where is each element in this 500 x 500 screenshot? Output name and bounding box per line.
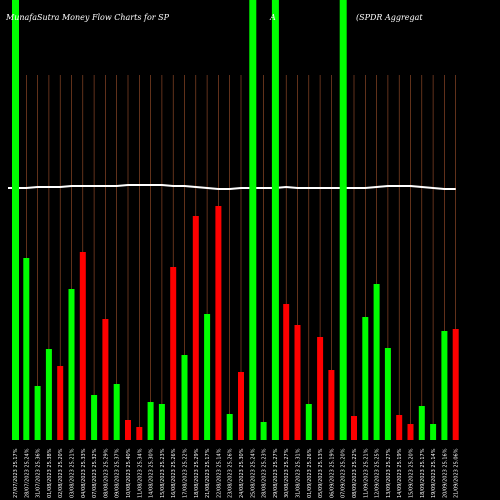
x-tick-label: 15/09/2023 25.20% (409, 448, 415, 498)
x-tick-label: 18/08/2023 25.29% (194, 448, 200, 498)
x-tick-label: 01/09/2023 25.26% (307, 448, 313, 498)
x-tick-label: 08/09/2023 25.22% (352, 448, 358, 498)
bar (91, 395, 98, 440)
x-tick-label: 12/09/2023 25.25% (375, 448, 381, 498)
bar (441, 331, 448, 440)
x-tick-label: 02/08/2023 25.20% (58, 448, 64, 498)
bar (430, 424, 437, 440)
x-tick-label: 05/09/2023 25.13% (318, 448, 324, 498)
bar (294, 325, 301, 440)
bar (170, 267, 177, 440)
x-tick-label: 23/08/2023 25.26% (228, 448, 234, 498)
x-tick-label: 28/07/2023 25.24% (24, 448, 30, 498)
x-tick-label: 15/08/2023 25.23% (160, 448, 166, 498)
x-tick-label: 27/07/2023 25.17% (13, 448, 19, 498)
bar (136, 427, 143, 440)
bar (418, 406, 425, 440)
bar (79, 252, 86, 440)
bar (147, 402, 154, 440)
x-tick-label: 22/08/2023 25.14% (216, 448, 222, 498)
bar (226, 414, 233, 440)
bar (339, 0, 347, 440)
bar (57, 366, 64, 440)
bar (373, 284, 380, 440)
bars (23, 206, 459, 440)
chart-title: MunafaSutra Money Flow Charts for SP (6, 13, 169, 22)
bar (68, 289, 75, 440)
x-tick-label: 11/09/2023 25.21% (363, 448, 369, 498)
bar (249, 0, 257, 440)
x-tick-label: 21/08/2023 25.17% (205, 448, 211, 498)
x-tick-label: 07/09/2023 25.20% (341, 448, 347, 498)
x-tick-label: 18/09/2023 25.17% (420, 448, 426, 498)
x-tick-label: 14/09/2023 25.19% (397, 448, 403, 498)
x-tick-label: 13/09/2023 25.27% (386, 448, 392, 498)
x-tick-label: 04/08/2023 25.33% (81, 448, 87, 498)
bar (305, 404, 312, 440)
x-tick-label: 03/08/2023 25.21% (70, 448, 76, 498)
bar (328, 370, 335, 440)
x-tick-label: 19/09/2023 25.14% (431, 448, 437, 498)
x-tick-label: 10/08/2023 25.40% (126, 448, 132, 498)
bar (181, 355, 188, 440)
bar (125, 420, 131, 440)
bar (23, 258, 30, 440)
chart-title-right: (SPDR Aggregat (356, 13, 423, 22)
bar (396, 415, 403, 440)
x-tick-label: 21/09/2023 25.06% (454, 448, 460, 498)
x-tick-label: 29/08/2023 25.27% (273, 448, 279, 498)
bar (238, 372, 244, 440)
bar (45, 349, 52, 440)
price-line (8, 184, 456, 190)
bar (351, 416, 357, 440)
x-tick-label: 31/07/2023 25.36% (36, 448, 42, 498)
tall-bars (12, 0, 347, 440)
bar (260, 422, 267, 440)
x-tick-label: 25/08/2023 25.24% (250, 448, 256, 498)
bar (113, 384, 120, 440)
x-tick-label: 28/08/2023 25.23% (262, 448, 268, 498)
bar (12, 0, 19, 440)
bar (102, 319, 109, 440)
x-tick-label: 09/08/2023 25.37% (115, 448, 121, 498)
bar (384, 348, 391, 440)
x-tick-label: 24/08/2023 25.30% (239, 448, 245, 498)
bar (317, 337, 324, 440)
x-tick-label: 17/08/2023 25.22% (183, 448, 189, 498)
bar (362, 317, 369, 440)
x-tick-label: 01/08/2023 25.38% (47, 448, 53, 498)
x-labels: 27/07/2023 25.17% 28/07/2023 25.24% 31/07/… (13, 448, 460, 498)
bar (407, 424, 414, 440)
bar (34, 386, 41, 440)
bar (204, 314, 211, 440)
bar (192, 216, 199, 440)
bar (158, 404, 165, 440)
x-tick-label: 11/08/2023 25.34% (137, 448, 143, 498)
x-tick-label: 07/08/2023 25.32% (92, 448, 98, 498)
x-tick-label: 14/08/2023 25.30% (149, 448, 155, 498)
x-tick-label: 20/09/2023 25.16% (442, 448, 448, 498)
bar (452, 329, 459, 440)
x-tick-label: 30/08/2023 25.27% (284, 448, 290, 498)
chart-title-mid: A (270, 13, 276, 22)
x-tick-label: 31/08/2023 25.31% (296, 448, 302, 498)
bar (283, 304, 290, 440)
x-tick-label: 16/08/2023 25.26% (171, 448, 177, 498)
bar (215, 206, 222, 440)
x-tick-label: 08/08/2023 25.29% (103, 448, 109, 498)
bar (271, 0, 279, 440)
x-tick-label: 06/09/2023 25.19% (329, 448, 335, 498)
